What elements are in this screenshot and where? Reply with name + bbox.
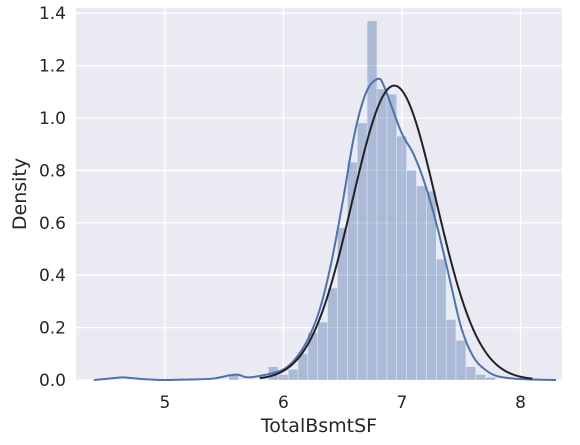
histogram-bar [416, 186, 427, 380]
y-tick-label: 0.4 [39, 266, 66, 286]
x-tick-label: 7 [397, 393, 408, 413]
y-tick-labels: 0.0 0.2 0.4 0.6 0.8 1.0 1.2 1.4 [39, 4, 66, 391]
histogram-bar [367, 21, 377, 380]
grid [76, 8, 562, 381]
histogram-bar [229, 374, 239, 380]
histogram-bars [229, 21, 496, 380]
y-tick-label: 1.0 [39, 109, 66, 129]
x-axis-label: TotalBsmtSF [260, 415, 377, 437]
y-tick-label: 0.6 [39, 214, 66, 234]
histogram-bar [485, 377, 496, 380]
x-tick-label: 8 [515, 393, 526, 413]
x-tick-label: 5 [159, 393, 170, 413]
histogram-bar [298, 353, 308, 380]
histogram-bar [337, 228, 348, 380]
histogram-bar [278, 374, 288, 380]
y-tick-label: 1.4 [39, 4, 66, 24]
histogram-bar [288, 369, 298, 380]
y-tick-label: 0.0 [39, 371, 66, 391]
histogram-bar [327, 288, 338, 380]
histogram-bar [466, 366, 476, 380]
histogram-bar [377, 89, 387, 380]
y-tick-label: 0.2 [39, 319, 66, 339]
x-tick-labels: 5 6 7 8 [159, 393, 525, 413]
histogram-bar [318, 322, 328, 380]
y-axis-label: Density [9, 158, 31, 230]
histogram-bar [436, 259, 446, 380]
density-lines [93, 77, 557, 382]
histogram-bar [308, 332, 318, 380]
histogram-bar [446, 319, 456, 380]
x-tick-label: 6 [278, 393, 289, 413]
histogram-bar [387, 94, 397, 380]
histogram-bar [347, 162, 357, 380]
histogram-bar [456, 340, 466, 380]
y-tick-label: 0.8 [39, 161, 66, 181]
y-tick-label: 1.2 [39, 57, 66, 77]
histogram-bar [406, 170, 417, 380]
histogram-bar [357, 123, 367, 380]
kde-line [93, 77, 557, 382]
histogram-bar [396, 136, 407, 380]
normal-fit-line [259, 84, 533, 380]
histogram-bar [476, 374, 486, 380]
histogram-bar [426, 191, 436, 380]
